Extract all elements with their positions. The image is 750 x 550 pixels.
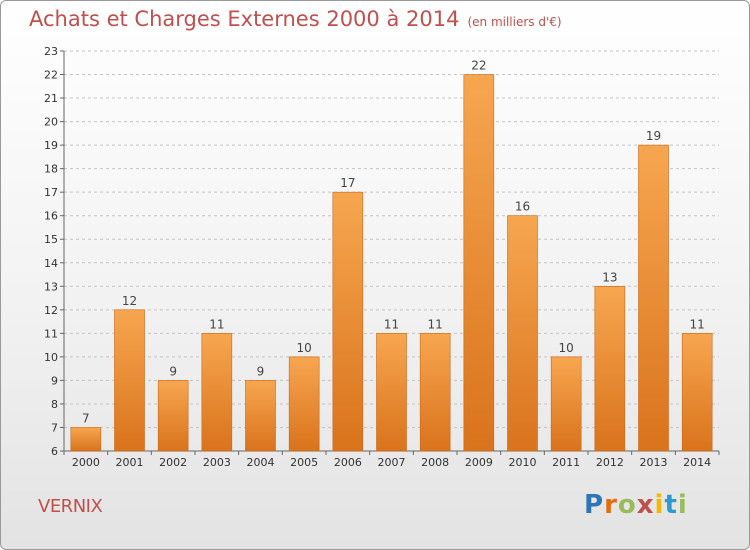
bar-2010 <box>507 215 538 452</box>
bar-2003 <box>201 333 233 452</box>
data-label-2007: 11 <box>384 317 399 331</box>
x-tick-labels: 2000 2001 2002 2003 2004 2005 2006 2007 2008 2009… <box>72 456 711 469</box>
bar-2002 <box>157 380 189 452</box>
x-tick-label: 2006 <box>334 456 362 469</box>
x-tick-label: 2000 <box>72 456 100 469</box>
x-tick-label: 2007 <box>378 456 406 469</box>
bars <box>70 74 713 452</box>
y-tick-labels: 6 7 8 9 10 11 12 13 14 15 16 17 18 19 20 21 22 23 <box>44 45 58 458</box>
bar-2007 <box>376 333 407 452</box>
logo-letter: r <box>604 490 618 520</box>
x-tick-label: 2014 <box>683 456 711 469</box>
data-label-2004: 9 <box>257 364 265 378</box>
y-tick-label: 19 <box>44 139 58 152</box>
data-label-2000: 7 <box>82 411 90 425</box>
chart-title: Achats et Charges Externes 2000 à 2014 (e… <box>29 7 562 31</box>
logo-letter: x <box>636 490 655 520</box>
y-tick-label: 7 <box>51 421 58 434</box>
y-tick-label: 18 <box>44 163 58 176</box>
bar-2009 <box>463 74 495 452</box>
y-tick-label: 17 <box>44 186 58 199</box>
bar-2011 <box>550 356 582 452</box>
y-tick-label: 9 <box>51 374 58 387</box>
bar-2012 <box>594 285 626 452</box>
bar-2001 <box>114 309 145 452</box>
x-tick-label: 2001 <box>116 456 144 469</box>
data-label-2011: 10 <box>559 341 574 355</box>
logo-letter: P <box>584 490 605 520</box>
data-label-2003: 11 <box>209 317 224 331</box>
x-tick-label: 2012 <box>596 456 624 469</box>
y-tick-label: 15 <box>44 233 58 246</box>
x-tick-label: 2008 <box>421 456 449 469</box>
y-tick-label: 13 <box>44 280 58 293</box>
data-label-2006: 17 <box>340 176 355 190</box>
proxiti-logo: Proxiti <box>584 490 688 520</box>
y-tick-label: 14 <box>44 257 58 270</box>
data-label-2008: 11 <box>428 317 443 331</box>
bar-2004 <box>245 380 276 452</box>
data-label-2014: 11 <box>690 317 705 331</box>
y-tick-label: 20 <box>44 116 58 129</box>
y-tick-label: 21 <box>44 92 58 105</box>
logo-letter: i <box>677 490 688 520</box>
y-tick-label: 6 <box>51 445 58 458</box>
data-label-2001: 12 <box>122 294 137 308</box>
location-label: VERNIX <box>38 496 103 517</box>
bar-2014 <box>681 333 713 452</box>
data-label-2002: 9 <box>169 364 177 378</box>
bar-2013 <box>638 144 669 452</box>
data-labels: 7 12 9 11 9 10 17 11 11 22 16 10 13 19 11 <box>82 59 705 426</box>
y-tick-label: 16 <box>44 210 58 223</box>
x-tick-label: 2004 <box>247 456 275 469</box>
x-tick-label: 2010 <box>509 456 537 469</box>
bar-2006 <box>332 191 364 452</box>
y-tick-label: 8 <box>51 398 58 411</box>
y-tick-label: 10 <box>44 351 58 364</box>
logo-letter: t <box>664 490 678 520</box>
data-label-2009: 22 <box>471 59 486 73</box>
data-label-2005: 10 <box>297 341 312 355</box>
y-tick-label: 23 <box>44 45 58 58</box>
x-tick-label: 2002 <box>159 456 187 469</box>
bar-2005 <box>288 356 320 452</box>
bar-2008 <box>419 333 451 452</box>
logo-letter: o <box>617 490 637 520</box>
y-tick-label: 12 <box>44 304 58 317</box>
chart-title-unit: (en milliers d'€) <box>467 15 562 29</box>
x-tick-label: 2009 <box>465 456 493 469</box>
x-tick-label: 2013 <box>640 456 668 469</box>
bar-2000 <box>70 427 102 452</box>
x-tick-label: 2011 <box>552 456 580 469</box>
x-tick-label: 2005 <box>290 456 318 469</box>
data-label-2012: 13 <box>602 270 617 284</box>
chart-title-text: Achats et Charges Externes 2000 à 2014 <box>29 7 460 31</box>
data-label-2013: 19 <box>646 129 661 143</box>
x-tick-label: 2003 <box>203 456 231 469</box>
logo-letter: i <box>654 490 665 520</box>
y-tick-label: 11 <box>44 327 58 340</box>
y-tick-label: 22 <box>44 69 58 82</box>
data-label-2010: 16 <box>515 200 530 214</box>
